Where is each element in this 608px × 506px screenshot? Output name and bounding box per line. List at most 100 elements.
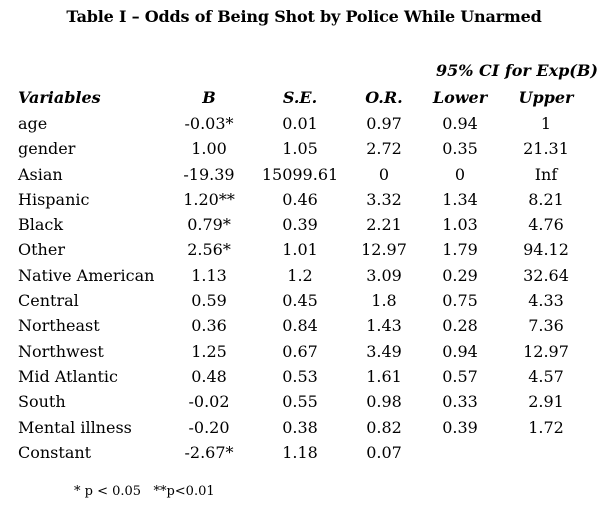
cell-or: 2.72 <box>366 139 402 159</box>
cell-se: 0.39 <box>282 215 318 235</box>
table-row: age -0.03* 0.01 0.97 0.94 1 <box>0 112 608 137</box>
cell-upper: Inf <box>534 164 558 184</box>
cell-b: -2.67* <box>184 442 234 462</box>
significance-footnote: * p < 0.05 **p<0.01 <box>74 484 215 499</box>
table-row: Constant -2.67* 1.18 0.07 <box>0 441 608 466</box>
table-row: Asian -19.39 15099.61 0 0 Inf <box>0 163 608 188</box>
cell-variable: Other <box>18 240 65 260</box>
cell-variable: gender <box>18 139 76 159</box>
cell-lower: 0.94 <box>442 114 478 133</box>
cell-b: 1.00 <box>191 139 227 159</box>
cell-lower: 0.28 <box>442 316 478 336</box>
cell-variable: Asian <box>18 164 63 184</box>
cell-lower: 1.34 <box>442 189 478 209</box>
cell-b: -0.20 <box>188 417 230 437</box>
table-header-row: Variables B S.E. O.R. Lower Upper <box>0 88 608 110</box>
cell-variable: Mental illness <box>18 417 132 437</box>
cell-se: 1.2 <box>287 265 313 285</box>
cell-lower: 0.35 <box>442 139 478 159</box>
cell-variable: Mid Atlantic <box>18 366 118 386</box>
cell-upper: 4.76 <box>528 215 564 235</box>
table-row: Northeast 0.36 0.84 1.43 0.28 7.36 <box>0 314 608 339</box>
cell-b: 0.36 <box>191 316 227 336</box>
cell-upper: 1.72 <box>528 417 564 437</box>
cell-variable: Central <box>18 291 79 311</box>
cell-upper: 12.97 <box>523 341 569 361</box>
cell-or: 0.97 <box>366 114 402 133</box>
cell-lower: 1.03 <box>442 215 478 235</box>
cell-upper: 1 <box>540 114 552 133</box>
cell-se: 1.01 <box>282 240 318 260</box>
cell-b: 2.56* <box>187 240 231 260</box>
cell-or: 3.49 <box>366 341 402 361</box>
cell-or: 3.32 <box>366 189 402 209</box>
cell-b: 1.13 <box>191 265 227 285</box>
cell-upper: 4.33 <box>528 291 564 311</box>
cell-se: 0.45 <box>282 291 318 311</box>
ci-header: 95% CI for Exp(B) <box>436 61 598 80</box>
cell-variable: South <box>18 392 66 412</box>
cell-upper: 8.21 <box>528 189 564 209</box>
header-lower: Lower <box>432 88 488 107</box>
cell-or: 0.07 <box>366 442 402 462</box>
cell-variable: Constant <box>18 442 92 462</box>
header-variables: Variables <box>18 88 101 107</box>
cell-upper: 7.36 <box>528 316 564 336</box>
cell-lower: 0.33 <box>442 392 478 412</box>
cell-b: -0.02 <box>188 392 230 412</box>
table-row: Mid Atlantic 0.48 0.53 1.61 0.57 4.57 <box>0 365 608 390</box>
cell-upper: 4.57 <box>528 366 564 386</box>
cell-se: 0.38 <box>282 417 318 437</box>
cell-b: -19.39 <box>183 164 235 184</box>
cell-se: 0.55 <box>282 392 318 412</box>
cell-upper: 32.64 <box>523 265 569 285</box>
cell-se: 15099.61 <box>261 164 339 184</box>
cell-lower: 0.39 <box>442 417 478 437</box>
table-row: Hispanic 1.20** 0.46 3.32 1.34 8.21 <box>0 188 608 213</box>
cell-or: 0.82 <box>366 417 402 437</box>
cell-lower: 1.79 <box>442 240 478 260</box>
cell-variable: Hispanic <box>18 189 90 209</box>
table-row: Black 0.79* 0.39 2.21 1.03 4.76 <box>0 213 608 238</box>
cell-or: 1.8 <box>371 291 397 311</box>
cell-se: 1.05 <box>282 139 318 159</box>
table-title: Table I – Odds of Being Shot by Police W… <box>66 7 542 26</box>
cell-se: 0.67 <box>282 341 318 361</box>
cell-b: 1.20** <box>183 189 235 209</box>
cell-or: 1.61 <box>366 366 402 386</box>
table-row: gender 1.00 1.05 2.72 0.35 21.31 <box>0 137 608 162</box>
header-upper: Upper <box>518 88 574 107</box>
cell-or: 0.98 <box>366 392 402 412</box>
cell-b: 0.79* <box>187 215 231 235</box>
cell-or: 1.43 <box>366 316 402 336</box>
cell-or: 12.97 <box>361 240 407 260</box>
table-row: Central 0.59 0.45 1.8 0.75 4.33 <box>0 289 608 314</box>
table-body: age -0.03* 0.01 0.97 0.94 1 gender 1.00 1.05 2.72… <box>0 112 608 466</box>
cell-lower: 0.57 <box>442 366 478 386</box>
header-se: S.E. <box>282 88 318 107</box>
cell-variable: Northeast <box>18 316 100 336</box>
cell-se: 0.53 <box>282 366 318 386</box>
cell-variable: Black <box>18 215 64 235</box>
cell-or: 2.21 <box>366 215 402 235</box>
cell-b: -0.03* <box>184 114 234 133</box>
cell-se: 1.18 <box>282 442 318 462</box>
cell-lower: 0.75 <box>442 291 478 311</box>
cell-se: 0.84 <box>282 316 318 336</box>
cell-upper: 2.91 <box>528 392 564 412</box>
cell-upper: 21.31 <box>523 139 569 159</box>
table-row: Mental illness -0.20 0.38 0.82 0.39 1.72 <box>0 416 608 441</box>
cell-variable: Native American <box>18 265 155 285</box>
cell-b: 1.25 <box>191 341 227 361</box>
cell-lower: 0.94 <box>442 341 478 361</box>
cell-variable: Northwest <box>18 341 104 361</box>
header-or: O.R. <box>365 88 403 107</box>
cell-se: 0.46 <box>282 189 318 209</box>
cell-variable: age <box>18 114 48 133</box>
table-row: Other 2.56* 1.01 12.97 1.79 94.12 <box>0 238 608 263</box>
table-row: South -0.02 0.55 0.98 0.33 2.91 <box>0 390 608 415</box>
cell-upper: 94.12 <box>523 240 569 260</box>
table-row: Northwest 1.25 0.67 3.49 0.94 12.97 <box>0 340 608 365</box>
table-row: Native American 1.13 1.2 3.09 0.29 32.64 <box>0 264 608 289</box>
cell-or: 0 <box>378 164 390 184</box>
